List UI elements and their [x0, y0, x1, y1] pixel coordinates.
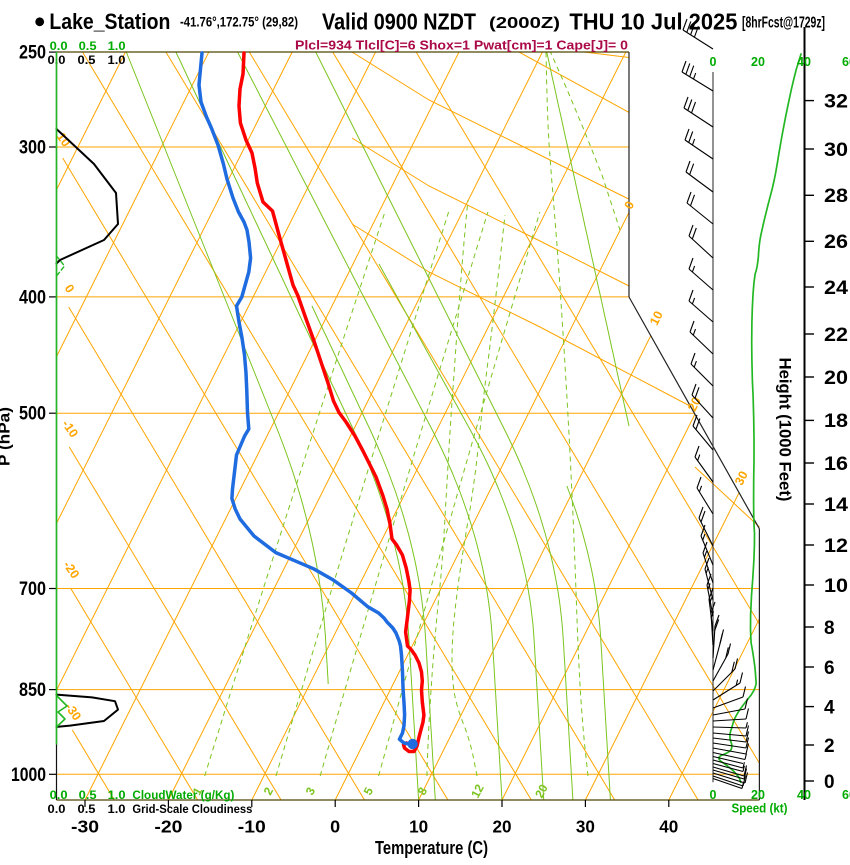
svg-text:0: 0 [710, 55, 717, 69]
svg-text:1.0: 1.0 [108, 802, 126, 816]
svg-text:THU 10 Jul 2025: THU 10 Jul 2025 [569, 9, 737, 35]
svg-text:P (hPa): P (hPa) [0, 407, 14, 466]
svg-text:40: 40 [659, 817, 678, 837]
svg-text:20: 20 [824, 368, 848, 389]
svg-text:0: 0 [824, 772, 835, 793]
svg-text:Height (1000 Feet): Height (1000 Feet) [776, 358, 795, 502]
svg-text:1.0: 1.0 [108, 788, 126, 802]
svg-text:0.5: 0.5 [78, 53, 96, 67]
svg-text:60: 60 [842, 788, 850, 802]
svg-text:700: 700 [19, 579, 46, 600]
svg-text:40: 40 [797, 788, 811, 802]
svg-text:Plcl=934 Tlcl[C]=6 Shox=1 Pwat: Plcl=934 Tlcl[C]=6 Shox=1 Pwat[cm]=1 Cap… [295, 39, 628, 53]
svg-text:60: 60 [842, 55, 850, 69]
svg-text:16: 16 [824, 454, 848, 475]
svg-text:Temperature (C): Temperature (C) [375, 837, 488, 858]
svg-text:14: 14 [824, 495, 848, 516]
svg-text:26: 26 [824, 232, 848, 253]
svg-text:4: 4 [824, 697, 835, 718]
svg-text:0.5: 0.5 [79, 39, 97, 53]
svg-text:30: 30 [576, 817, 595, 837]
svg-text:[8hrFcst@1729z]: [8hrFcst@1729z] [742, 15, 825, 32]
svg-text:20: 20 [493, 817, 512, 837]
svg-text:CloudWater (g/Kg): CloudWater (g/Kg) [132, 788, 234, 802]
svg-text:10: 10 [824, 576, 848, 597]
svg-text:1.0: 1.0 [108, 53, 126, 67]
svg-text:32: 32 [824, 91, 848, 112]
svg-text:-20: -20 [154, 817, 182, 837]
svg-text:-30: -30 [71, 817, 99, 837]
svg-text:10: 10 [409, 817, 428, 837]
svg-text:400: 400 [19, 287, 46, 308]
svg-text:Lake_Station: Lake_Station [49, 9, 170, 34]
svg-text:20: 20 [532, 782, 551, 801]
svg-text:0: 0 [710, 788, 717, 802]
svg-text:300: 300 [19, 138, 46, 159]
svg-text:0.0: 0.0 [50, 39, 68, 53]
svg-text:24: 24 [824, 278, 848, 299]
svg-text:0.5: 0.5 [78, 802, 96, 816]
svg-text:500: 500 [19, 404, 46, 425]
svg-text:20: 20 [751, 788, 765, 802]
svg-text:30: 30 [824, 140, 848, 161]
svg-text:18: 18 [824, 411, 848, 432]
svg-text:Speed (kt): Speed (kt) [732, 802, 788, 816]
svg-text:(2000Z): (2000Z) [489, 15, 560, 32]
svg-text:Grid-Scale Cloudiness: Grid-Scale Cloudiness [132, 802, 252, 816]
svg-text:6: 6 [824, 658, 835, 679]
svg-text:12: 12 [468, 782, 487, 801]
svg-text:40: 40 [797, 55, 811, 69]
svg-text:10: 10 [54, 130, 73, 149]
svg-text:28: 28 [824, 186, 848, 207]
svg-text:1.0: 1.0 [108, 39, 126, 53]
svg-text:850: 850 [19, 680, 46, 701]
svg-text:8: 8 [824, 618, 835, 639]
svg-text:20: 20 [685, 395, 704, 414]
svg-text:22: 22 [824, 325, 848, 346]
svg-text:0.5: 0.5 [79, 788, 97, 802]
svg-text:30: 30 [732, 469, 751, 488]
svg-text:0.0: 0.0 [50, 788, 68, 802]
svg-text:-41.76°,172.75° (29,82): -41.76°,172.75° (29,82) [180, 14, 298, 30]
svg-text:250: 250 [19, 43, 46, 64]
svg-text:20: 20 [751, 55, 765, 69]
svg-text:2: 2 [824, 736, 835, 757]
svg-text:12: 12 [824, 536, 848, 557]
svg-text:-10: -10 [238, 817, 266, 837]
svg-text:10: 10 [647, 309, 666, 328]
svg-text:Valid 0900 NZDT: Valid 0900 NZDT [322, 9, 476, 35]
svg-text:0.0: 0.0 [48, 802, 66, 816]
svg-text:0: 0 [330, 817, 340, 837]
svg-text:1000: 1000 [11, 765, 46, 786]
